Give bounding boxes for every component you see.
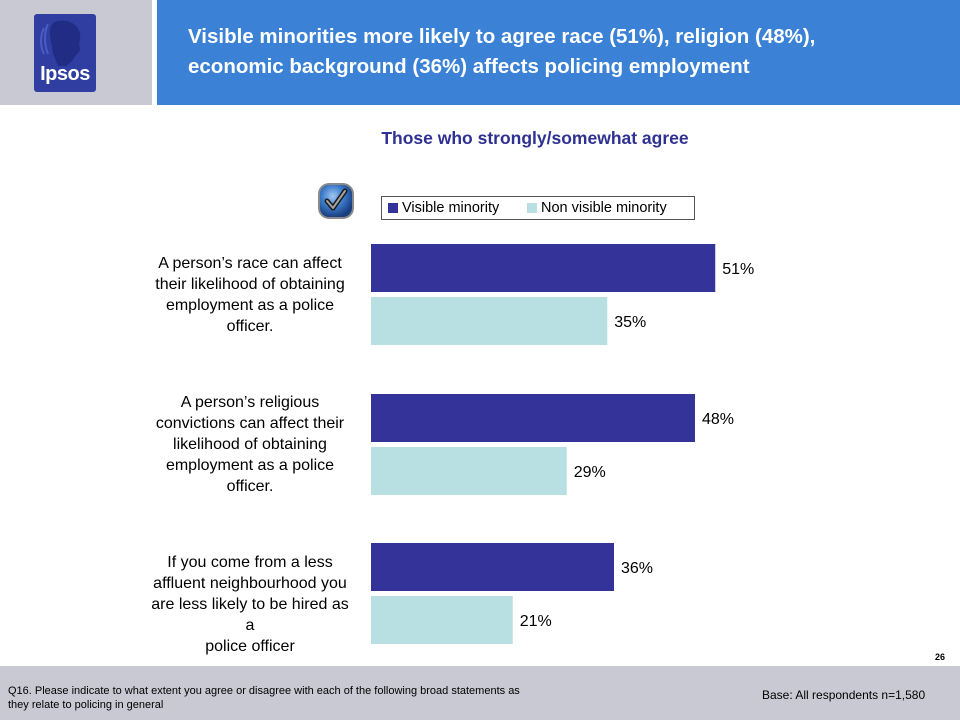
legend-item-non-visible-minority: Non visible minority [527, 200, 667, 216]
legend-label: Visible minority [402, 200, 500, 216]
page-title: Visible minorities more likely to agree … [188, 22, 948, 82]
title-line-1: Visible minorities more likely to agree … [188, 25, 816, 48]
category-label-line: officer. [226, 317, 274, 335]
category-label-line: police officer [205, 637, 295, 655]
category-label: If you come from a less affluent neighbou… [145, 552, 355, 657]
bar-visible-minority-0 [371, 244, 716, 292]
category-label-line: employment as a police [165, 457, 335, 474]
footer-bar [0, 666, 960, 720]
data-label: 48% [702, 411, 734, 428]
category-label-line: affluent neighbourhood you [153, 574, 347, 592]
logo-text: Ipsos [40, 63, 90, 85]
bar-visible-minority-1 [371, 394, 695, 442]
legend-swatch-visible-minority [388, 203, 398, 213]
category-label-line: officer. [226, 478, 274, 495]
category-label-line: likelihood of obtaining [173, 436, 327, 453]
category-label-line: their likelihood of obtaining [155, 275, 345, 293]
chart-legend: Visible minority Non visible minority [381, 196, 695, 220]
category-label: A person’s race can affect their likeliho… [145, 253, 355, 337]
data-label: 21% [520, 613, 552, 630]
data-label: 36% [621, 560, 653, 577]
category-label-line: A person’s religious [180, 394, 320, 411]
category-label-line: employment as a police [165, 296, 335, 314]
base-note: Base: All respondents n=1,580 [762, 688, 926, 702]
bar-non-visible-minority-1 [371, 447, 567, 495]
question-text: Q16. Please indicate to what extent you … [8, 685, 520, 711]
logo-face-icon [40, 20, 81, 66]
bar-visible-minority-2 [371, 543, 614, 591]
legend-item-visible-minority: Visible minority [388, 200, 499, 216]
data-label: 35% [614, 314, 646, 331]
header-bar [157, 0, 960, 105]
category-label: A person’s religious convictions can affe… [145, 392, 355, 497]
category-label-line: convictions can affect their [155, 415, 345, 432]
data-label: 29% [574, 464, 606, 481]
category-label-line: If you come from a less [167, 553, 333, 571]
bar-non-visible-minority-0 [371, 297, 608, 345]
bar-non-visible-minority-2 [371, 596, 513, 644]
ipsos-logo: Ipsos [34, 14, 96, 92]
category-label-line: A person’s race can affect [158, 254, 342, 272]
data-label: 51% [722, 261, 754, 278]
legend-swatch-non-visible-minority [527, 203, 537, 213]
title-line-2: economic background (36%) affects polici… [188, 55, 750, 78]
checkmark-badge-icon [318, 183, 354, 219]
category-label-line: are less likely to be hired as a [151, 595, 349, 634]
page-number: 26 [934, 652, 945, 662]
header-divider [152, 0, 157, 105]
chart-title: Those who strongly/somewhat agree [381, 128, 689, 148]
legend-label: Non visible minority [541, 200, 667, 216]
